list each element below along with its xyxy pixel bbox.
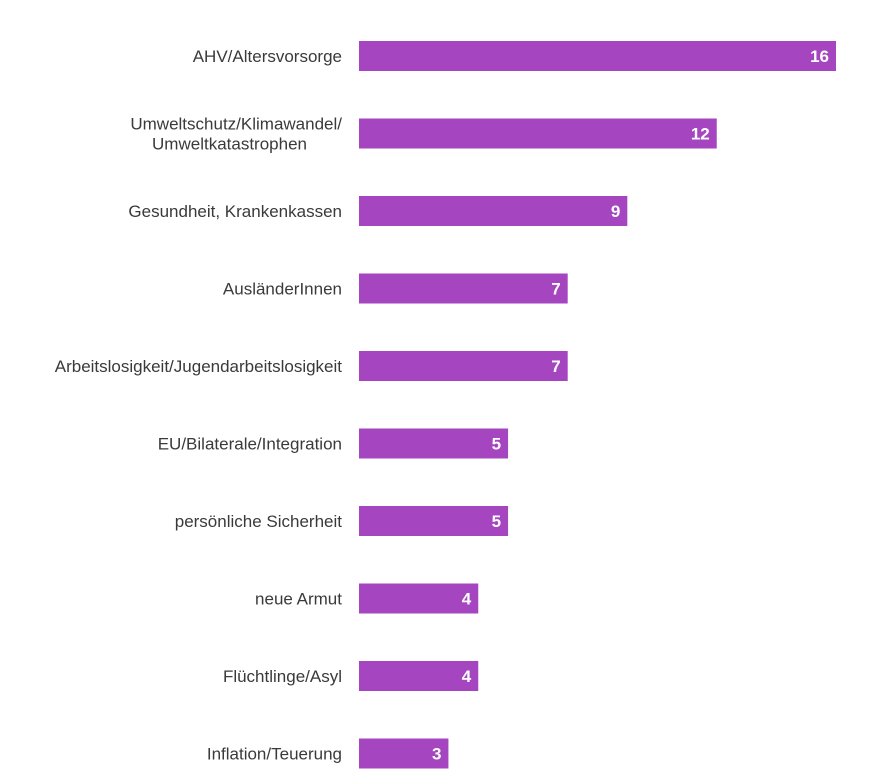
- category-label-8: Flüchtlinge/Asyl: [223, 667, 342, 686]
- category-label-line: neue Armut: [255, 590, 342, 609]
- bar-7: [359, 583, 479, 614]
- category-label-5: EU/Bilaterale/Integration: [158, 435, 342, 454]
- value-label-2: 9: [611, 202, 620, 221]
- category-label-line: Inflation/Teuerung: [207, 745, 342, 764]
- category-label-3: AusländerInnen: [223, 280, 342, 299]
- value-label-9: 3: [432, 745, 441, 764]
- category-label-line: AusländerInnen: [223, 280, 342, 299]
- category-label-line: AHV/Altersvorsorge: [193, 47, 342, 66]
- bar-1: [359, 118, 717, 149]
- bar-9: [359, 738, 449, 769]
- value-label-5: 5: [492, 435, 501, 454]
- category-label-4: Arbeitslosigkeit/Jugendarbeitslosigkeit: [55, 357, 343, 376]
- category-label-line: Arbeitslosigkeit/Jugendarbeitslosigkeit: [55, 357, 343, 376]
- category-label-2: Gesundheit, Krankenkassen: [128, 202, 342, 221]
- category-label-1: Umweltschutz/Klimawandel/Umweltkatastrop…: [130, 115, 342, 154]
- category-label-line: persönliche Sicherheit: [175, 512, 343, 531]
- bar-8: [359, 661, 479, 691]
- category-label-7: neue Armut: [255, 590, 342, 609]
- category-label-line: EU/Bilaterale/Integration: [158, 435, 342, 454]
- bar-0: [359, 41, 836, 71]
- value-label-1: 12: [691, 125, 710, 144]
- category-label-6: persönliche Sicherheit: [175, 512, 343, 531]
- category-label-line: Flüchtlinge/Asyl: [223, 667, 342, 686]
- bar-2: [359, 196, 628, 226]
- value-label-4: 7: [551, 357, 560, 376]
- category-label-line: Umweltschutz/Klimawandel/: [130, 115, 342, 134]
- bar-3: [359, 273, 568, 304]
- bar-6: [359, 506, 509, 536]
- category-label-line: Umweltkatastrophen: [152, 135, 307, 154]
- value-label-0: 16: [810, 47, 829, 66]
- bar-4: [359, 351, 568, 381]
- category-label-line: Gesundheit, Krankenkassen: [128, 202, 342, 221]
- value-label-7: 4: [462, 590, 472, 609]
- category-label-9: Inflation/Teuerung: [207, 745, 342, 764]
- category-label-0: AHV/Altersvorsorge: [193, 47, 342, 66]
- value-label-6: 5: [492, 512, 501, 531]
- value-label-8: 4: [462, 667, 472, 686]
- bar-5: [359, 428, 509, 459]
- value-label-3: 7: [551, 280, 560, 299]
